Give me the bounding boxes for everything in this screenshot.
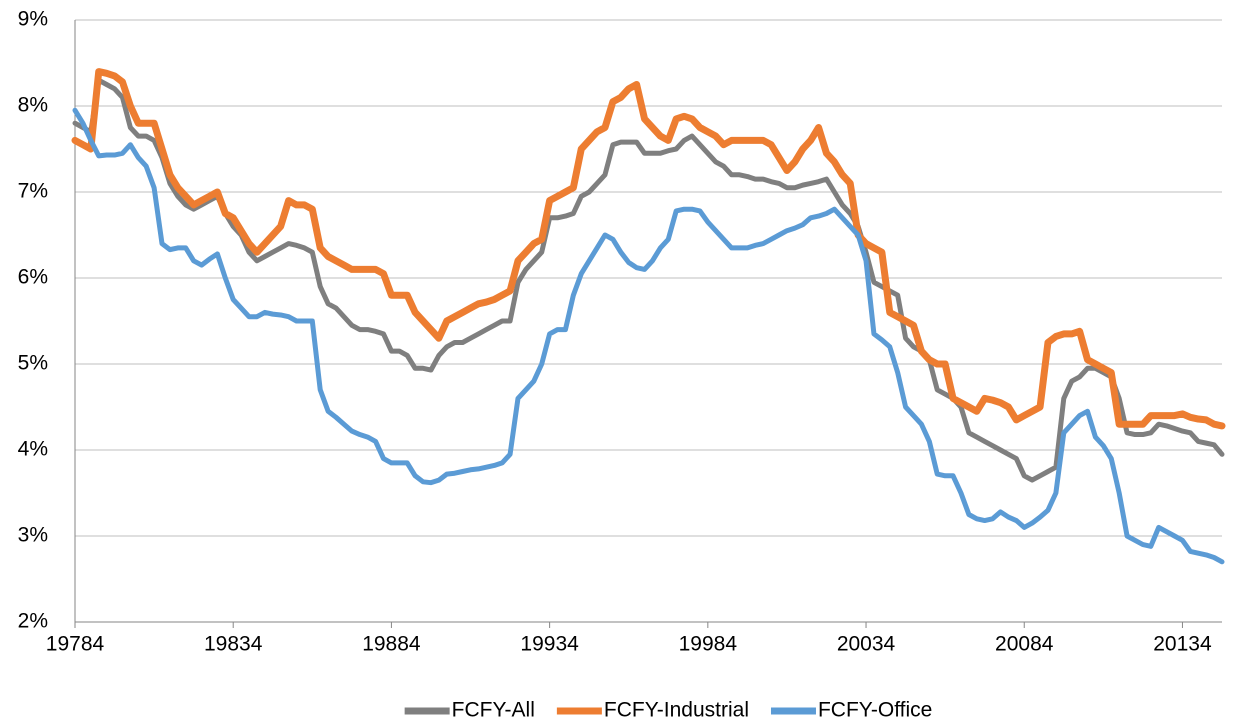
x-tick-label: 20134 xyxy=(1153,633,1212,656)
legend-label: FCFY-All xyxy=(452,699,535,722)
y-tick-label: 5% xyxy=(18,352,48,375)
y-tick-label: 8% xyxy=(18,94,48,117)
y-tick-label: 9% xyxy=(18,8,48,31)
series-line xyxy=(72,77,1225,483)
legend-label: FCFY-Industrial xyxy=(604,699,749,722)
x-tick-label: 19834 xyxy=(204,633,263,656)
y-tick-label: 2% xyxy=(18,610,48,633)
x-tick-label: 19884 xyxy=(362,633,421,656)
series-line xyxy=(72,107,1225,565)
x-tick-label: 19984 xyxy=(679,633,738,656)
x-tick-label: 19784 xyxy=(46,633,105,656)
x-tick-label: 19934 xyxy=(520,633,579,656)
x-tick-label: 20034 xyxy=(837,633,896,656)
legend-label: FCFY-Office xyxy=(818,699,932,722)
x-tick-label: 20084 xyxy=(995,633,1054,656)
series-line xyxy=(71,68,1226,430)
y-tick-label: 3% xyxy=(18,524,48,547)
y-tick-label: 6% xyxy=(18,266,48,289)
y-tick-label: 4% xyxy=(18,438,48,461)
y-tick-label: 7% xyxy=(18,180,48,203)
